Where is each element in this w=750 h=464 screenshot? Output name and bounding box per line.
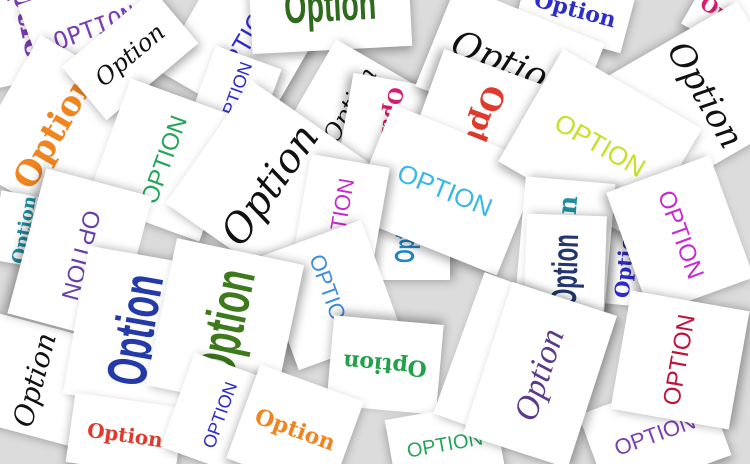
- option-word: OPTION: [652, 186, 709, 283]
- option-word: Option: [6, 329, 63, 431]
- option-word: Option: [342, 348, 428, 382]
- option-word: Option: [507, 324, 572, 426]
- option-card: OPTION: [610, 290, 750, 430]
- option-card: Option: [247, 0, 413, 55]
- option-word: OPTION: [393, 157, 497, 223]
- option-word: Option: [85, 417, 165, 453]
- option-word: Option: [282, 0, 378, 34]
- option-word: OPTION: [658, 312, 701, 408]
- option-word: OPTION: [549, 107, 651, 183]
- option-word: Option: [251, 403, 339, 457]
